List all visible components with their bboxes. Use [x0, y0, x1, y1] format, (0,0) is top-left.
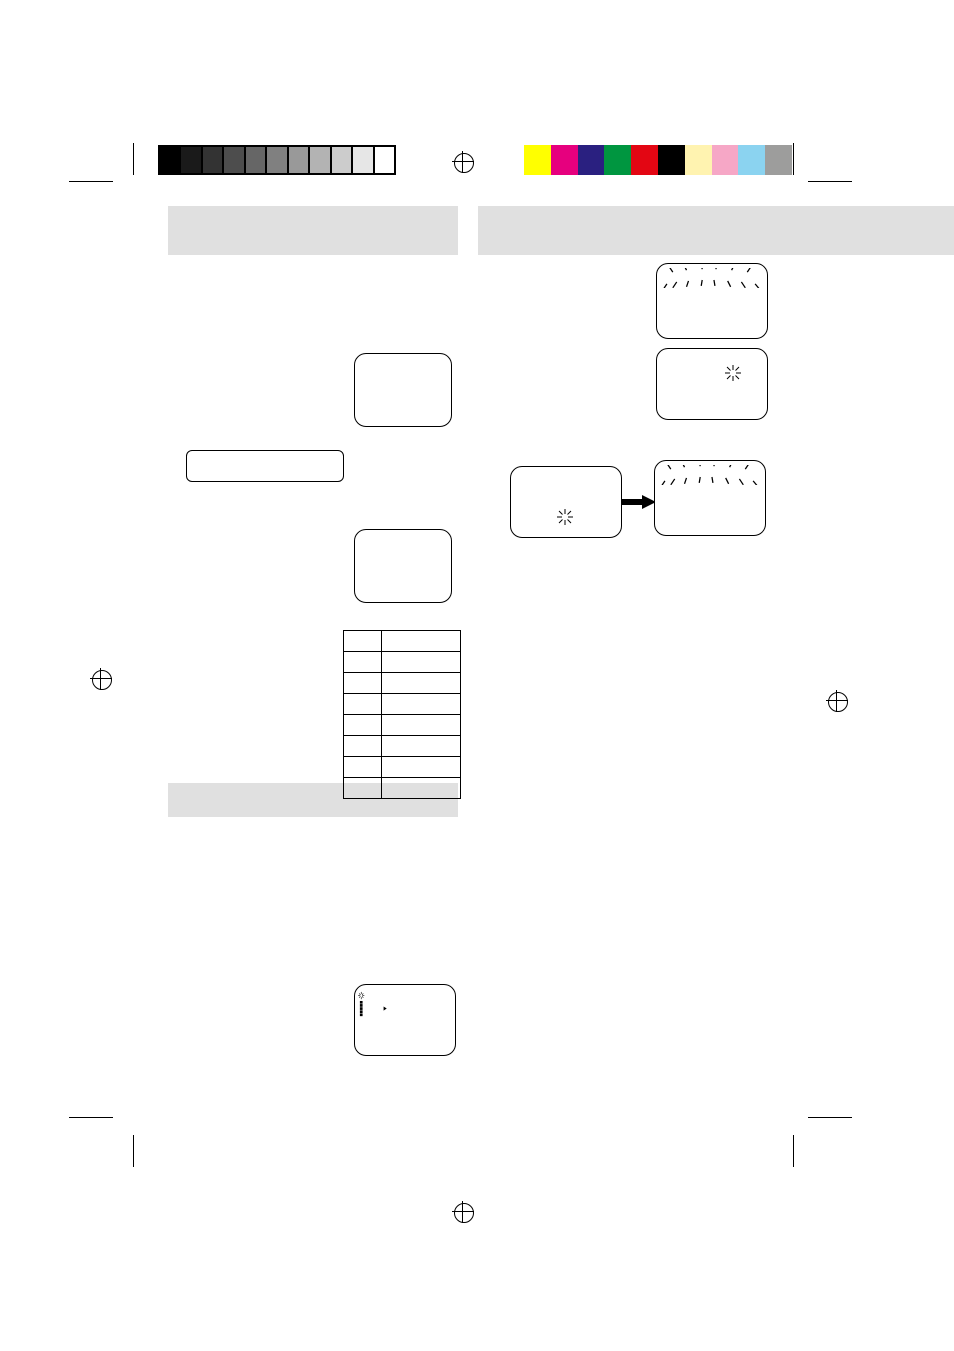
corner-stroke — [808, 1117, 852, 1118]
color-swatch — [578, 145, 605, 175]
registration-color-strip — [524, 145, 792, 175]
color-swatch — [685, 145, 712, 175]
figure-box — [354, 353, 452, 427]
inner-tick — [793, 143, 794, 175]
lcd-ticks — [663, 268, 761, 288]
corner-stroke — [69, 1117, 113, 1118]
grey-swatch — [201, 145, 222, 175]
registration-greyscale-strip — [158, 145, 396, 175]
table-row — [344, 652, 461, 673]
lcd-screen-b-right — [654, 460, 766, 536]
indicator-column-icon — [355, 985, 455, 1055]
color-swatch — [524, 145, 551, 175]
table-row — [344, 757, 461, 778]
grey-swatch — [158, 145, 179, 175]
inner-tick — [133, 143, 134, 175]
lcd-screen-a-top — [656, 263, 768, 339]
color-swatch — [658, 145, 685, 175]
registration-crosshair-right — [826, 690, 848, 712]
registration-crosshair-left — [90, 668, 112, 690]
grey-swatch — [244, 145, 265, 175]
label-box — [186, 450, 344, 482]
inner-tick — [793, 1135, 794, 1167]
color-swatch — [765, 145, 792, 175]
inner-tick — [133, 1135, 134, 1167]
figure-box — [354, 529, 452, 603]
grey-swatch — [308, 145, 329, 175]
color-swatch — [631, 145, 658, 175]
grey-swatch — [265, 145, 286, 175]
lcd-screen-a-bottom — [656, 348, 768, 420]
lcd-screen-b-left — [510, 466, 622, 538]
table-row — [344, 631, 461, 652]
registration-crosshair-bottom — [452, 1201, 474, 1223]
menu-table — [343, 630, 461, 799]
corner-stroke — [808, 181, 852, 182]
star-icon — [723, 363, 743, 388]
grey-swatch — [179, 145, 200, 175]
color-swatch — [712, 145, 739, 175]
table-row — [344, 673, 461, 694]
arrow-right-icon — [622, 495, 656, 509]
grey-swatch — [373, 145, 394, 175]
table-row — [344, 778, 461, 799]
section-header-right — [478, 206, 954, 255]
grey-swatch — [330, 145, 351, 175]
grey-swatch — [287, 145, 308, 175]
color-swatch — [604, 145, 631, 175]
corner-stroke — [69, 181, 113, 182]
lcd-screen-final — [354, 984, 456, 1056]
registration-crosshair-top — [452, 151, 474, 173]
table-row — [344, 736, 461, 757]
star-icon — [555, 507, 575, 532]
section-header-left — [168, 206, 458, 255]
table-row — [344, 694, 461, 715]
table-row — [344, 715, 461, 736]
color-swatch — [551, 145, 578, 175]
grey-swatch — [351, 145, 372, 175]
lcd-ticks — [661, 465, 759, 485]
color-swatch — [738, 145, 765, 175]
grey-swatch — [222, 145, 243, 175]
